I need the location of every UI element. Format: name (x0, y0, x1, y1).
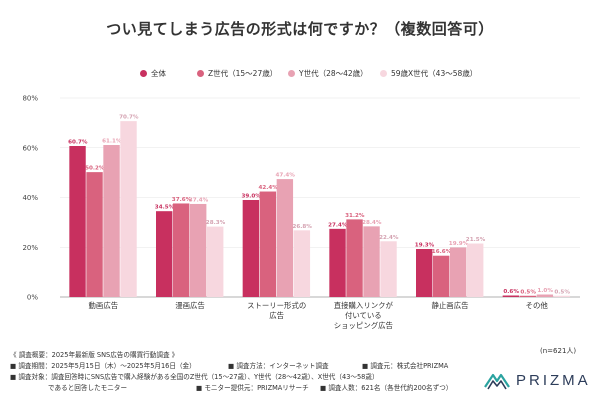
bar (467, 243, 484, 297)
data-label: 34.5% (155, 205, 175, 211)
bar (103, 145, 120, 297)
bar (69, 146, 86, 297)
category-label: 直接購入リンクが (334, 301, 394, 310)
survey-method: ■ 調査方法：インターネット調査 (228, 362, 329, 370)
y-tick-label: 80% (22, 95, 38, 103)
data-label: 21.5% (466, 237, 486, 243)
bar (86, 172, 103, 297)
legend-swatch-z (197, 70, 204, 77)
data-label: 0.6% (503, 289, 519, 295)
data-label: 22.4% (379, 235, 399, 241)
bar (293, 230, 311, 297)
data-label: 39.0% (241, 193, 261, 199)
survey-period: ■ 調査期間：2025年5月15日（木）〜2025年5月16日（金） (10, 362, 196, 370)
category-label: 広告 (269, 311, 284, 320)
bar (416, 248, 433, 297)
bar (363, 226, 380, 297)
overview-title: 《 調査概要：2025年最新版 SNS広告の購買行動調査 》 (10, 351, 179, 359)
bar (346, 219, 363, 297)
data-label: 60.7% (68, 140, 88, 146)
bar (173, 203, 190, 297)
legend-swatch-y (288, 70, 295, 77)
data-label: 0.5% (520, 289, 536, 295)
brand-logo: PRIZMA (484, 370, 594, 390)
survey-overview: 《 調査概要：2025年最新版 SNS広告の購買行動調査 》 ■ 調査期間：20… (10, 350, 480, 394)
data-label: 31.2% (345, 213, 365, 219)
data-label: 37.6% (172, 197, 192, 203)
data-label: 50.2% (85, 166, 105, 172)
legend-label-x: 59歳X世代（43〜58歳） (391, 69, 478, 78)
brand-name: PRIZMA (516, 371, 591, 389)
sample-size-note: (n=621人) (540, 347, 577, 355)
legend-label-z: Z世代（15〜27歳） (208, 69, 278, 78)
data-label: 28.3% (206, 220, 226, 226)
data-label: 37.4% (189, 197, 209, 203)
legend-item-all: 全体 (140, 68, 166, 79)
bar (259, 191, 277, 297)
bar (502, 295, 520, 297)
bar (553, 295, 571, 297)
legend: 全体 Z世代（15〜27歳） Y世代（28〜42歳） 59歳X世代（43〜58歳… (0, 68, 600, 82)
bar (536, 294, 554, 297)
legend-item-x: 59歳X世代（43〜58歳） (380, 68, 477, 79)
bar (156, 211, 173, 297)
data-label: 19.3% (415, 242, 435, 248)
bar (190, 203, 207, 297)
legend-label-all: 全体 (151, 69, 166, 78)
bar (329, 228, 346, 297)
data-label: 70.7% (119, 115, 139, 121)
category-label: ストーリー形式の (247, 301, 306, 310)
data-label: 61.1% (102, 139, 122, 145)
legend-item-y: Y世代（28〜42歳） (288, 68, 368, 79)
survey-target: ■ 調査対象：調査回答時にSNS広告で購入経験がある全国のZ世代（15〜27歳）… (10, 373, 379, 381)
bar (120, 121, 137, 297)
data-label: 27.4% (328, 222, 348, 228)
survey-target-cont: であると回答したモニター (48, 384, 128, 392)
category-label: 静止画広告 (432, 301, 469, 310)
category-label: 漫画広告 (175, 301, 205, 310)
category-label: 付いている (345, 311, 382, 320)
chart-title: つい見てしまう広告の形式は何ですか？（複数回答可） (106, 20, 494, 38)
legend-item-z: Z世代（15〜27歳） (197, 68, 277, 79)
bar (450, 247, 467, 297)
bar (242, 199, 260, 297)
survey-respondents: ■ 調査人数：621名（各世代約200名ずつ） (320, 384, 453, 392)
bar (433, 255, 450, 297)
y-tick-label: 0% (27, 294, 38, 302)
data-label: 1.0% (537, 288, 553, 294)
data-label: 16.6% (432, 249, 452, 255)
data-label: 26.8% (292, 224, 312, 230)
bar (276, 179, 294, 297)
legend-label-y: Y世代（28〜42歳） (299, 69, 368, 78)
bar (519, 295, 537, 297)
y-tick-label: 40% (22, 194, 38, 202)
data-label: 42.4% (258, 185, 278, 191)
y-tick-label: 20% (22, 244, 38, 252)
data-label: 0.5% (554, 289, 570, 295)
survey-organizer: ■ 調査元：株式会社PRIZMA (362, 362, 449, 370)
bar (207, 226, 224, 297)
bar-chart: 0% 20% 40% 60% 80% 60.7% 50.2% 61.1% 70.7% 動画広告 34… (22, 95, 580, 330)
prizma-wave-icon (484, 373, 510, 390)
data-label: 47.4% (275, 173, 295, 179)
legend-swatch-x (380, 70, 387, 77)
y-tick-label: 60% (22, 144, 38, 152)
survey-provider: ■ モニター提供元：PRIZMAリサーチ (196, 384, 309, 392)
category-label: 動画広告 (89, 301, 119, 310)
legend-swatch-all (140, 70, 147, 77)
category-label: ショッピング広告 (334, 321, 393, 330)
data-label: 19.9% (449, 241, 469, 247)
bar (380, 241, 397, 297)
category-label: その他 (526, 301, 549, 310)
data-label: 28.4% (362, 220, 382, 226)
